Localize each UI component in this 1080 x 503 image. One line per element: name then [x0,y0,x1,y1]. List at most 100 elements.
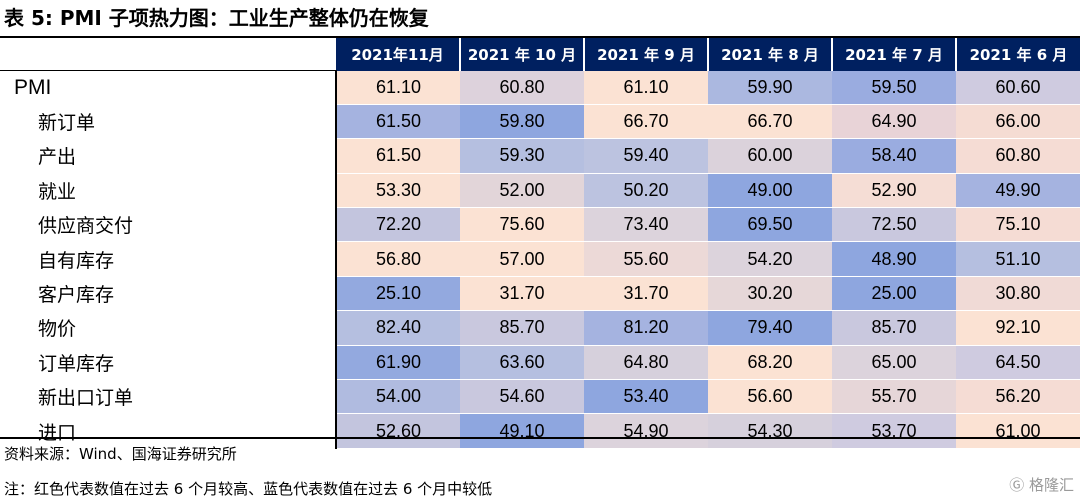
header-corner [0,38,336,71]
heat-cell: 56.80 [336,241,460,277]
heat-cell: 61.10 [584,70,708,105]
heat-cell: 55.60 [584,241,708,277]
header-row: 2021年11月 2021 年 10 月 2021 年 9 月 2021 年 8… [0,38,1080,71]
heat-cell: 72.20 [336,207,460,243]
table-row: 新出口订单 54.00 54.60 53.40 56.60 55.70 56.20 [0,379,1080,415]
row-label: 产出 [0,138,337,174]
heat-cell: 60.00 [708,138,832,174]
color-legend-note: 注：红色代表数值在过去 6 个月较高、蓝色代表数值在过去 6 个月中较低 [4,480,493,498]
heat-cell: 49.10 [460,413,584,449]
heat-cell: 25.10 [336,276,460,312]
row-label: 新出口订单 [0,379,337,414]
watermark-icon: Ⓖ [1009,476,1025,494]
heat-cell: 54.00 [336,379,460,415]
heat-cell: 65.00 [832,345,956,381]
column-header: 2021 年 10 月 [460,38,585,71]
column-header: 2021 年 8 月 [708,38,833,71]
heat-cell: 61.10 [336,70,460,105]
heat-cell: 55.70 [832,379,956,415]
table-row: 产出 61.50 59.30 59.40 60.00 58.40 60.80 [0,138,1080,174]
heat-cell: 64.90 [832,104,956,140]
heat-cell: 52.60 [336,413,460,449]
heat-cell: 60.60 [956,70,1080,105]
heat-cell: 85.70 [460,310,584,346]
table-row: 客户库存 25.10 31.70 31.70 30.20 25.00 30.80 [0,276,1080,312]
heat-cell: 60.80 [956,138,1080,174]
heat-cell: 61.00 [956,413,1080,449]
heat-cell: 63.60 [460,345,584,381]
watermark-text: 格隆汇 [1028,476,1074,494]
heat-cell: 59.90 [708,70,832,105]
heat-cell: 59.80 [460,104,584,140]
heat-cell: 54.60 [460,379,584,415]
row-label: 订单库存 [0,345,337,380]
table-row: 订单库存 61.90 63.60 64.80 68.20 65.00 64.50 [0,345,1080,381]
heat-cell: 53.40 [584,379,708,415]
heat-cell: 92.10 [956,310,1080,346]
heat-cell: 30.20 [708,276,832,312]
table-row: 就业 53.30 52.00 50.20 49.00 52.90 49.90 [0,173,1080,209]
heat-cell: 25.00 [832,276,956,312]
heat-cell: 69.50 [708,207,832,243]
column-header: 2021 年 9 月 [584,38,709,71]
heat-cell: 66.00 [956,104,1080,140]
row-label: 新订单 [0,104,337,139]
row-label: 客户库存 [0,276,337,311]
heat-cell: 54.90 [584,413,708,449]
table-row: 物价 82.40 85.70 81.20 79.40 85.70 92.10 [0,310,1080,346]
column-header: 2021 年 7 月 [832,38,957,71]
heat-cell: 31.70 [584,276,708,312]
heat-cell: 82.40 [336,310,460,346]
heat-cell: 79.40 [708,310,832,346]
row-label: 物价 [0,310,337,346]
heat-cell: 31.70 [460,276,584,312]
heat-cell: 61.90 [336,345,460,381]
heat-cell: 72.50 [832,207,956,243]
heat-cell: 61.50 [336,104,460,140]
heat-cell: 59.30 [460,138,584,174]
heat-cell: 75.10 [956,207,1080,243]
row-label: PMI [0,70,337,105]
heat-cell: 54.20 [708,241,832,277]
heat-cell: 52.00 [460,173,584,209]
heat-cell: 75.60 [460,207,584,243]
source-note: 资料来源：Wind、国海证券研究所 [4,445,237,463]
heat-cell: 66.70 [708,104,832,140]
heat-cell: 73.40 [584,207,708,243]
row-label: 自有库存 [0,241,337,277]
table-row: PMI 61.10 60.80 61.10 59.90 59.50 60.60 [0,70,1080,105]
heat-cell: 58.40 [832,138,956,174]
table-title: 表 5: PMI 子项热力图：工业生产整体仍在恢复 [4,6,429,30]
heat-cell: 56.20 [956,379,1080,415]
heat-cell: 56.60 [708,379,832,415]
heat-cell: 59.40 [584,138,708,174]
heat-cell: 66.70 [584,104,708,140]
heat-cell: 49.00 [708,173,832,209]
watermark-logo: Ⓖ 格隆汇 [1009,474,1074,495]
heat-cell: 51.10 [956,241,1080,277]
heat-cell: 53.30 [336,173,460,209]
heat-cell: 64.80 [584,345,708,381]
heat-cell: 85.70 [832,310,956,346]
column-header: 2021年11月 [336,38,461,71]
heat-cell: 53.70 [832,413,956,449]
heat-cell: 64.50 [956,345,1080,381]
pmi-heatmap-table: 2021年11月 2021 年 10 月 2021 年 9 月 2021 年 8… [0,38,1080,449]
heat-cell: 81.20 [584,310,708,346]
heat-cell: 48.90 [832,241,956,277]
heat-cell: 50.20 [584,173,708,209]
heat-cell: 30.80 [956,276,1080,312]
title-divider [0,36,1080,38]
row-label: 进口 [0,413,337,449]
heat-cell: 57.00 [460,241,584,277]
column-header: 2021 年 6 月 [956,38,1080,71]
heat-cell: 54.30 [708,413,832,449]
heat-cell: 68.20 [708,345,832,381]
table-row: 新订单 61.50 59.80 66.70 66.70 64.90 66.00 [0,104,1080,140]
heat-cell: 49.90 [956,173,1080,209]
table-bottom-divider [0,437,1080,439]
row-label: 就业 [0,173,337,208]
heat-cell: 60.80 [460,70,584,105]
heat-cell: 52.90 [832,173,956,209]
table-row: 自有库存 56.80 57.00 55.60 54.20 48.90 51.10 [0,241,1080,277]
